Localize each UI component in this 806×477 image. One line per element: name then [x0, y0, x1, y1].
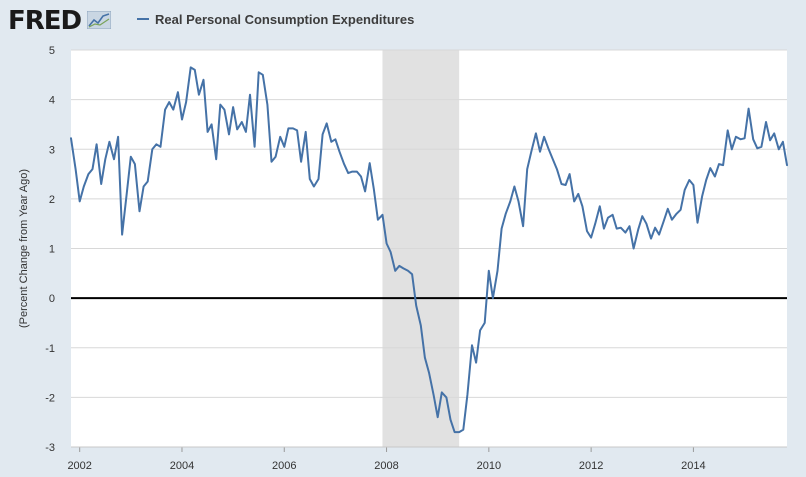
x-tick-label: 2012 — [579, 460, 603, 472]
y-axis-title: (Percent Change from Year Ago) — [18, 169, 30, 328]
fred-graph-icon — [87, 11, 111, 29]
y-tick-label: 4 — [49, 95, 55, 107]
x-tick-label: 2008 — [374, 460, 398, 472]
legend-label: Real Personal Consumption Expenditures — [155, 11, 415, 27]
y-tick-label: 5 — [49, 45, 55, 57]
x-tick-label: 2010 — [477, 460, 501, 472]
y-tick-label: 0 — [49, 293, 55, 305]
x-tick-label: 2014 — [681, 460, 705, 472]
y-tick-label: 3 — [49, 144, 55, 156]
y-tick-label: -2 — [45, 392, 55, 404]
x-tick-label: 2006 — [272, 460, 296, 472]
legend-swatch — [137, 18, 149, 20]
x-tick-label: 2004 — [170, 460, 194, 472]
series-line-0 — [70, 66, 788, 434]
y-tick-label: -3 — [45, 442, 55, 454]
x-tick-label: 2002 — [67, 460, 91, 472]
y-tick-label: -1 — [45, 343, 55, 355]
y-tick-label: 1 — [49, 244, 55, 256]
fred-logo: FRED — [8, 6, 82, 36]
chart-header: FRED Real Personal Consumption Expenditu… — [0, 0, 806, 40]
chart-legend: Real Personal Consumption Expenditures — [137, 10, 414, 28]
y-tick-label: 2 — [49, 194, 55, 206]
